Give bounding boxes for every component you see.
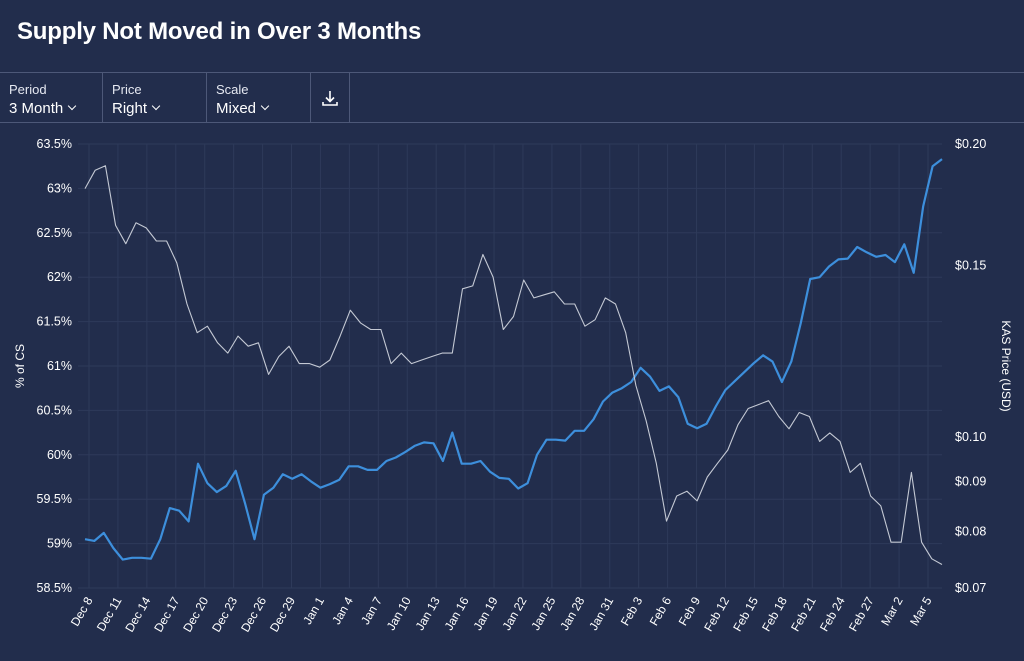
right-tick-label: $0.09 [955,475,986,489]
chart-grid [78,143,942,589]
right-tick-label: $0.07 [955,581,986,595]
x-tick-label: Mar 5 [907,594,935,628]
scale-label: Scale [216,82,249,97]
x-tick-label: Feb 3 [618,594,646,628]
x-tick-label: Mar 2 [878,594,906,628]
chart-toolbar: Period 3 Month Price Right Scale Mixed [0,72,1024,123]
left-tick-label: 59.5% [37,492,72,506]
x-tick-label: Feb 24 [817,594,848,634]
x-tick-label: Feb 6 [647,594,675,628]
chart-series [84,158,943,565]
x-tick-label: Jan 7 [358,594,385,627]
left-tick-label: 58.5% [37,581,72,595]
x-tick-label: Dec 29 [267,594,298,634]
left-tick-label: 62.5% [37,226,72,240]
right-tick-label: $0.10 [955,430,986,444]
right-tick-label: $0.15 [955,259,986,273]
x-tick-label: Dec 20 [180,594,211,634]
right-tick-label: $0.20 [955,137,986,151]
x-tick-label: Dec 23 [209,594,240,634]
x-tick-label: Jan 4 [329,594,356,627]
left-tick-label: 63.5% [37,137,72,151]
supply-series-line [84,158,943,561]
left-tick-label: 59% [47,537,72,551]
price-label: Price [112,82,142,97]
x-tick-label: Jan 22 [499,594,529,632]
x-tick-label: Jan 13 [413,594,443,632]
left-tick-label: 63% [47,181,72,195]
x-tick-label: Feb 18 [759,594,790,634]
period-dropdown[interactable]: Period 3 Month [0,73,103,122]
price-series-line [84,165,943,565]
period-value: 3 Month [9,100,64,117]
chevron-down-icon [260,101,270,111]
left-axis-ticks: 58.5% 59% 59.5% 60% 60.5% 61% 61.5% 62% 62.5% 63%… [37,137,72,595]
scale-value: Mixed [216,100,257,117]
x-tick-label: Jan 10 [384,594,414,632]
left-tick-label: 60.5% [37,403,72,417]
chevron-down-icon [151,101,161,111]
left-tick-label: 61% [47,359,72,373]
x-tick-label: Feb 15 [730,594,761,634]
left-tick-label: 60% [47,448,72,462]
x-tick-label: Dec 26 [238,594,269,634]
download-icon [322,90,338,106]
scale-dropdown[interactable]: Scale Mixed [207,73,311,122]
left-tick-label: 62% [47,270,72,284]
x-tick-label: Dec 14 [122,594,153,634]
left-axis-label: % of CS [13,344,27,388]
x-tick-label: Dec 11 [94,594,125,633]
x-tick-label: Jan 25 [528,594,558,632]
x-tick-label: Feb 9 [676,594,704,628]
price-value: Right [112,100,148,117]
page-title: Supply Not Moved in Over 3 Months [17,18,422,45]
x-tick-label: Dec 17 [151,594,182,634]
left-tick-label: 61.5% [37,315,72,329]
x-tick-label: Feb 21 [788,594,819,634]
x-tick-label: Jan 1 [300,594,327,627]
price-dropdown[interactable]: Price Right [103,73,207,122]
x-tick-label: Jan 31 [586,594,616,632]
right-axis-label: KAS Price (USD) [999,320,1013,411]
x-tick-label: Jan 16 [442,594,472,632]
right-tick-label: $0.08 [955,525,986,539]
download-button[interactable] [311,73,350,122]
x-tick-label: Feb 27 [846,594,877,634]
right-axis-ticks: $0.07 $0.08 $0.09 $0.10 $0.15 $0.20 [955,137,986,595]
chevron-down-icon [67,101,77,111]
x-tick-label: Dec 8 [68,594,96,628]
x-tick-label: Jan 28 [557,594,587,632]
x-tick-label: Jan 19 [470,594,500,632]
period-label: Period [9,82,47,97]
x-tick-label: Feb 12 [701,594,732,634]
